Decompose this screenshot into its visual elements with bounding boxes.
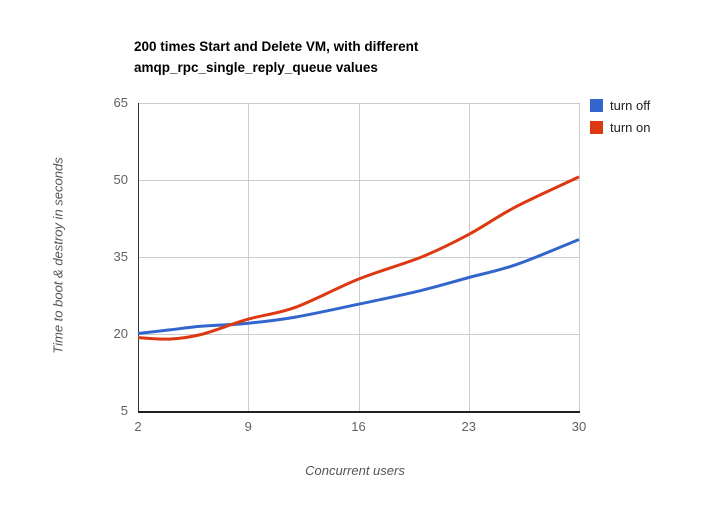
x-axis-tick-label: 9 (244, 419, 252, 434)
chart-title-line-1: 200 times Start and Delete VM, with diff… (134, 39, 419, 54)
x-axis-tick-label: 16 (351, 419, 366, 434)
x-axis-tick-label: 30 (571, 419, 587, 434)
x-axis-tick-label: 2 (134, 419, 142, 434)
x-axis-tick-label: 23 (461, 419, 476, 434)
y-axis-tick-label: 35 (113, 249, 128, 264)
series-line-turn-off (137, 238, 580, 335)
x-axis-title: Concurrent users (305, 463, 405, 478)
series-line-turn-on (137, 175, 580, 341)
legend: turn off turn on (590, 98, 650, 135)
legend-label-turn-on: turn on (610, 120, 651, 135)
y-axis-tick-label: 20 (113, 326, 128, 341)
y-axis-tick-label: 5 (120, 403, 128, 418)
y-axis-tick-label: 50 (113, 172, 128, 187)
chart-title: 200 times Start and Delete VM, with diff… (134, 36, 418, 78)
chart-title-line-2: amqp_rpc_single_reply_queue values (134, 60, 378, 75)
legend-swatch-turn-on (590, 121, 603, 134)
legend-item-turn-off: turn off (590, 98, 650, 113)
y-axis-title: Time to boot & destroy in seconds (50, 157, 66, 354)
y-axis-tick-label: 65 (113, 95, 128, 110)
legend-swatch-turn-off (590, 99, 603, 112)
legend-item-turn-on: turn on (590, 120, 650, 135)
legend-label-turn-off: turn off (610, 98, 651, 113)
